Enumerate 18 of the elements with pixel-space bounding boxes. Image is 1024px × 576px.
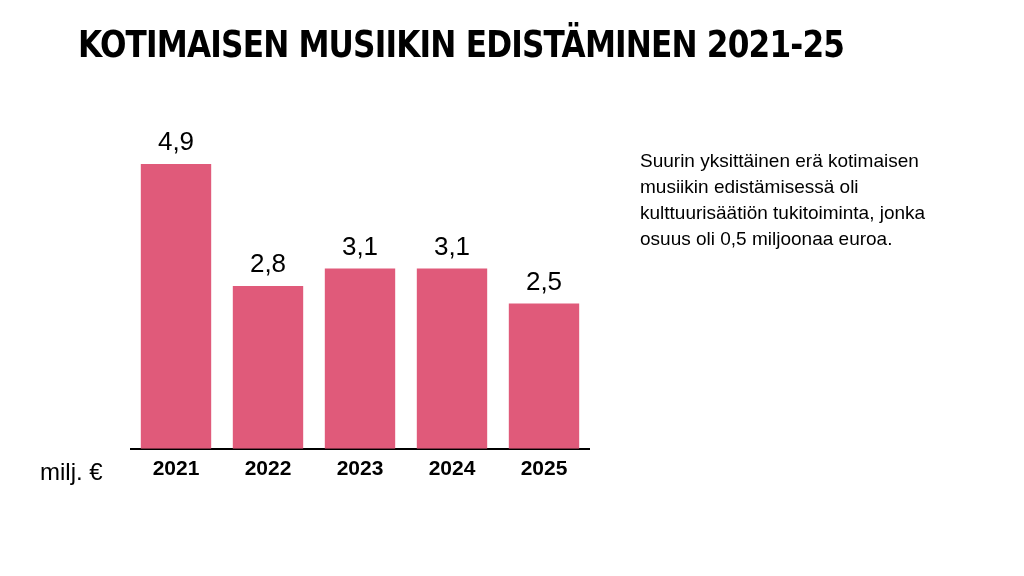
x-tick-label: 2024 [428,456,476,480]
chart-title: KOTIMAISEN MUSIIKIN EDISTÄMINEN 2021-25 [78,22,845,66]
bar [324,268,396,449]
x-tick-label: 2021 [152,456,200,480]
bar [508,303,580,449]
data-label: 2,5 [525,265,563,296]
x-tick-label: 2022 [244,456,292,480]
text: Suurin yksittäinen erä kotimaisen musiikin edistämisessä oli kulttuurisäätiön tukitoiminta, jonka osuus oli 0,5 miljoonaa euroa. [640,149,927,251]
data-label: 2,8 [249,248,287,279]
y-axis-title: milj. € [40,458,103,486]
data-label: 3,1 [341,230,379,261]
bar [140,163,212,449]
data-label: 4,9 [157,126,195,157]
x-tick-label: 2023 [336,456,384,480]
bar [416,268,488,449]
bar [232,286,304,449]
data-label: 3,1 [433,230,471,261]
x-tick-label: 2025 [520,456,568,480]
